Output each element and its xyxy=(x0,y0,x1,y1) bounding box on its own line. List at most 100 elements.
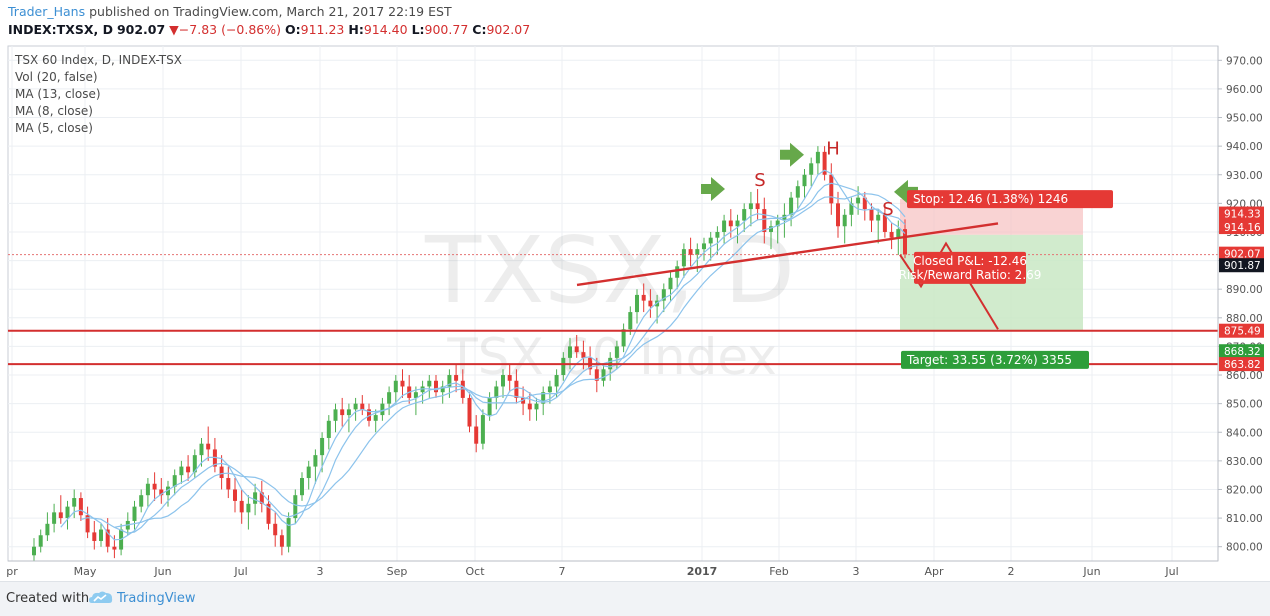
candle-body xyxy=(896,229,901,238)
candle-body xyxy=(373,415,378,421)
y-tick-label: 820.00 xyxy=(1226,484,1263,496)
candle-body xyxy=(387,392,392,404)
candle-body xyxy=(903,229,907,255)
close-label: C: xyxy=(472,22,487,37)
candle-body xyxy=(836,203,840,227)
candle-body xyxy=(427,380,432,387)
watermark-symbol: TXSX, D xyxy=(424,217,795,324)
x-tick-label: Oct xyxy=(465,565,485,578)
candle-body xyxy=(534,403,539,410)
price-axis-label-box xyxy=(1219,357,1264,372)
candle-body xyxy=(246,503,251,513)
candle-body xyxy=(38,535,43,547)
price-chart[interactable]: pr May Jun Jul 3 Sep Oct 7 2017 Feb 3 Apr 2 Jun Jul TXS… xyxy=(0,40,1270,581)
x-tick-label: pr xyxy=(6,565,18,578)
neckline[interactable] xyxy=(576,222,999,287)
candle-body xyxy=(253,492,258,504)
low-label: L: xyxy=(411,22,425,37)
tradingview-cloud-icon xyxy=(89,591,113,603)
candle-body xyxy=(199,443,204,456)
candle-body xyxy=(856,197,861,204)
candle-body xyxy=(460,380,465,398)
candle-body xyxy=(554,375,559,387)
candle-body xyxy=(822,151,827,175)
candle-body xyxy=(65,506,70,519)
candle-body xyxy=(467,397,472,427)
candle-body xyxy=(849,203,854,215)
high-value: 914.40 xyxy=(363,22,408,37)
candle-body xyxy=(561,357,566,376)
candle-body xyxy=(521,397,526,404)
candle-body xyxy=(688,249,693,255)
tradingview-brand-link[interactable]: TradingView xyxy=(117,591,196,606)
y-tick-label: 940.00 xyxy=(1226,141,1263,153)
candle-body xyxy=(105,529,110,547)
price-axis-label: 902.07 xyxy=(1224,249,1261,261)
candle-body xyxy=(574,346,579,353)
last-price: 902.07 xyxy=(116,22,166,37)
legend-indicator: MA (5, close) xyxy=(15,121,93,135)
candle-body xyxy=(440,386,445,393)
down-triangle-icon: ▼ xyxy=(169,22,179,37)
candle-body xyxy=(789,197,794,215)
low-value: 900.77 xyxy=(424,22,469,37)
candle-body xyxy=(668,277,673,290)
price-axis-label: 914.33 xyxy=(1224,209,1261,221)
chart-header: Trader_Hans published on TradingView.com… xyxy=(0,0,1270,40)
x-tick-label: 2017 xyxy=(687,565,718,578)
price-axis-label-box xyxy=(1219,323,1264,338)
candle-body xyxy=(132,506,137,521)
candle-body xyxy=(233,489,237,501)
candle-body xyxy=(480,415,485,444)
candle-body xyxy=(842,214,847,227)
candle-body xyxy=(293,495,298,519)
y-tick-label: 830.00 xyxy=(1226,456,1263,468)
candle-body xyxy=(815,151,820,164)
y-tick-label: 950.00 xyxy=(1226,113,1263,125)
candle-body xyxy=(286,518,291,547)
candle-body xyxy=(239,500,244,513)
y-tick-label: 840.00 xyxy=(1226,427,1263,439)
price-axis-label-box xyxy=(1219,246,1264,261)
pattern-label: H xyxy=(826,139,840,160)
candle-body xyxy=(594,369,599,381)
stop-label-box xyxy=(907,190,1113,209)
moving-average-8 xyxy=(80,182,906,534)
candle-body xyxy=(99,529,103,541)
y-tick-label: 810.00 xyxy=(1226,513,1263,525)
candle-body xyxy=(360,403,365,410)
candle-body xyxy=(353,403,358,410)
candle-body xyxy=(681,249,686,267)
candle-body xyxy=(139,495,144,507)
candle-body xyxy=(333,409,338,421)
candle-body xyxy=(802,174,807,187)
open-label: O: xyxy=(285,22,301,37)
created-with-label: Created with xyxy=(6,591,90,606)
candle-body xyxy=(52,512,57,524)
candle-body xyxy=(702,243,706,250)
candle-body xyxy=(889,231,894,238)
price-axis-label: 868.32 xyxy=(1224,346,1261,358)
y-tick-label: 800.00 xyxy=(1226,542,1263,554)
candle-body xyxy=(259,492,264,504)
published-text: published on TradingView.com, March 21, … xyxy=(89,4,452,19)
x-tick-label: 3 xyxy=(317,565,324,578)
y-tick-label: 890.00 xyxy=(1226,284,1263,296)
candle-body xyxy=(614,346,619,358)
candle-body xyxy=(78,498,83,516)
x-tick-label: Jun xyxy=(1082,565,1100,578)
legend-title: TSX 60 Index, D, INDEX-TSX xyxy=(14,53,182,67)
candle-body xyxy=(621,329,626,347)
target-label: Target: 33.55 (3.72%) 3355 xyxy=(906,353,1072,367)
x-tick-label: Jul xyxy=(1164,565,1178,578)
candle-body xyxy=(722,220,727,232)
candle-body xyxy=(715,231,720,238)
candle-body xyxy=(72,498,77,507)
candle-body xyxy=(641,294,646,301)
candle-body xyxy=(226,478,231,490)
candle-body xyxy=(219,466,224,479)
candle-body xyxy=(695,249,700,255)
moving-average-5 xyxy=(60,169,906,541)
x-tick-label: Feb xyxy=(769,565,788,578)
author-link[interactable]: Trader_Hans xyxy=(8,4,86,19)
